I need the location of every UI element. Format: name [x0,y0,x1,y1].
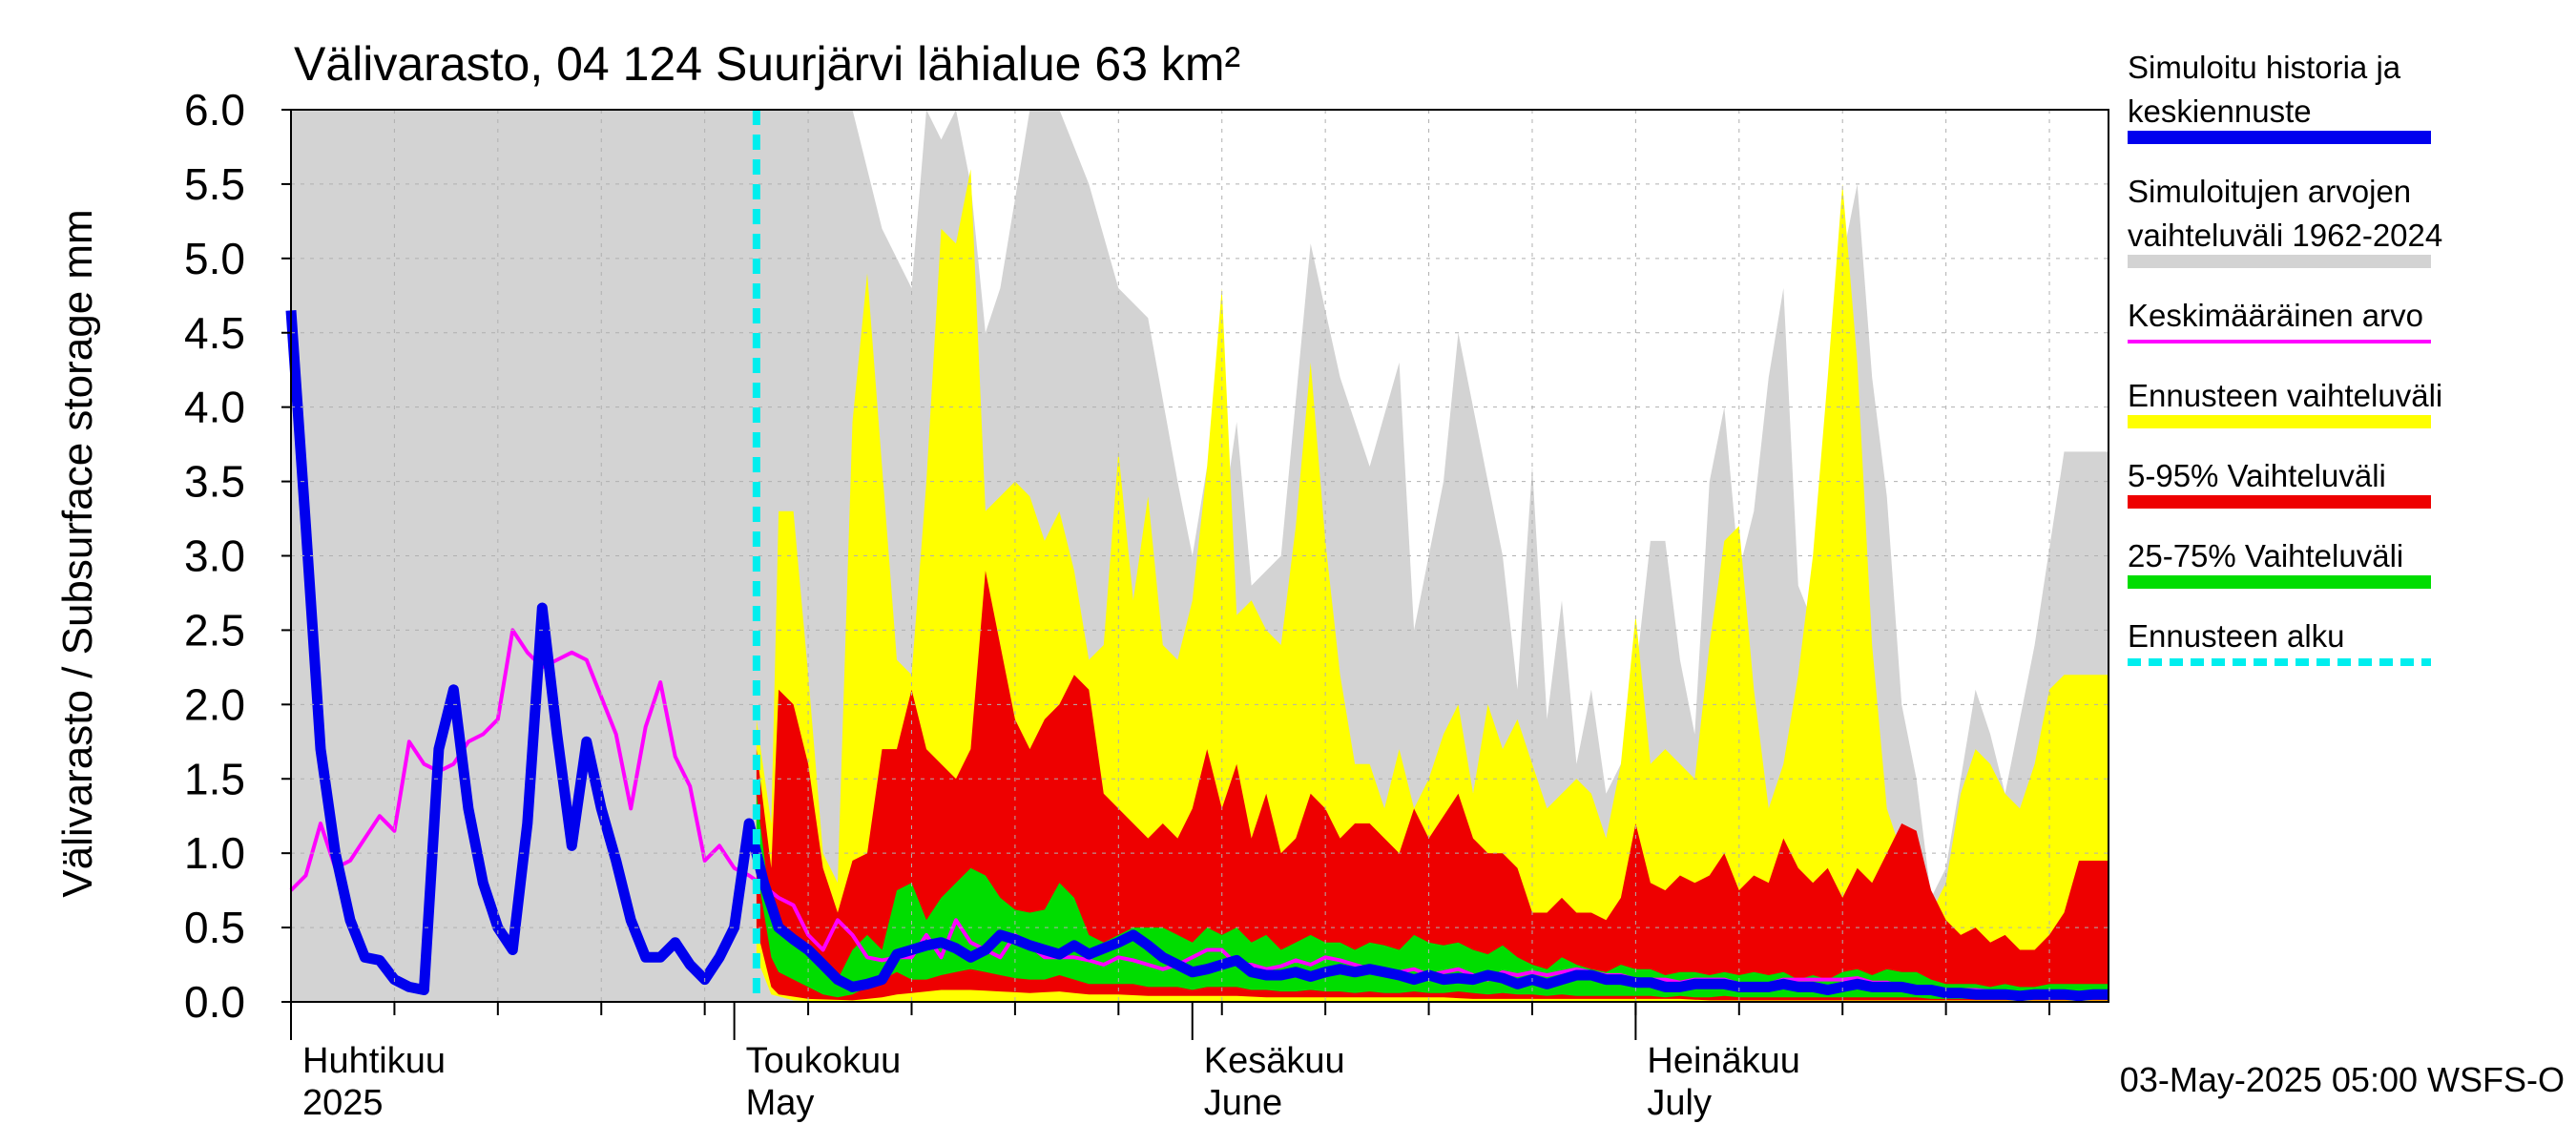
legend-label: Simuloitujen arvojen [2128,174,2411,209]
history-forecast-line [285,310,2109,1002]
legend-label: 5-95% Vaihteluväli [2128,458,2386,493]
month-label-en: July [1647,1083,1712,1123]
month-label-fi: Toukokuu [746,1041,902,1081]
y-tick-label: 3.0 [184,531,245,581]
y-tick-label: 3.5 [184,457,245,507]
y-axis-label: Välivarasto / Subsurface storage mm [54,209,101,897]
month-label-en: May [746,1083,815,1123]
month-label-en: June [1204,1083,1282,1123]
legend-label: Ennusteen vaihteluväli [2128,378,2442,413]
footer-timestamp: 03-May-2025 05:00 WSFS-O [2120,1060,2565,1099]
month-label-en: 2025 [302,1083,384,1123]
mean-line [289,628,2109,995]
chart-grid [290,110,2109,1002]
legend-label: 25-75% Vaihteluväli [2128,538,2403,573]
legend: Simuloitu historia ja keskiennuste Simuloi… [2128,50,2442,666]
y-tick-label: 5.0 [184,234,245,283]
legend-label: vaihteluväli 1962-2024 [2128,218,2442,253]
y-tick-label: 0.0 [184,977,245,1027]
y-tick-label: 1.5 [184,754,245,803]
y-tick-label: 5.5 [184,159,245,209]
y-tick-label: 6.0 [184,85,245,135]
y-tick-label: 2.5 [184,605,245,655]
legend-label: keskiennuste [2128,94,2312,129]
y-tick-label: 4.5 [184,308,245,358]
chart-axes: 0.0 0.5 1.0 1.5 2.0 2.5 3.0 3.5 4.0 4.5 5.0 5.5 6.0 H… [184,85,2109,1123]
chart-lines [285,110,2109,1002]
legend-label: Keskimääräinen arvo [2128,298,2423,333]
y-tick-label: 1.0 [184,828,245,878]
y-tick-label: 4.0 [184,383,245,432]
legend-label: Simuloitu historia ja [2128,50,2401,85]
month-label-fi: Kesäkuu [1204,1041,1345,1081]
chart-title: Välivarasto, 04 124 Suurjärvi lähialue 6… [294,37,1240,91]
y-tick-label: 0.5 [184,903,245,952]
month-label-fi: Heinäkuu [1647,1041,1800,1081]
plot-frame [290,109,2109,1003]
p5-95-range-area [756,571,2109,1001]
y-tick-label: 2.0 [184,679,245,729]
month-label-fi: Huhtikuu [302,1041,446,1081]
legend-label: Ennusteen alku [2128,618,2345,654]
